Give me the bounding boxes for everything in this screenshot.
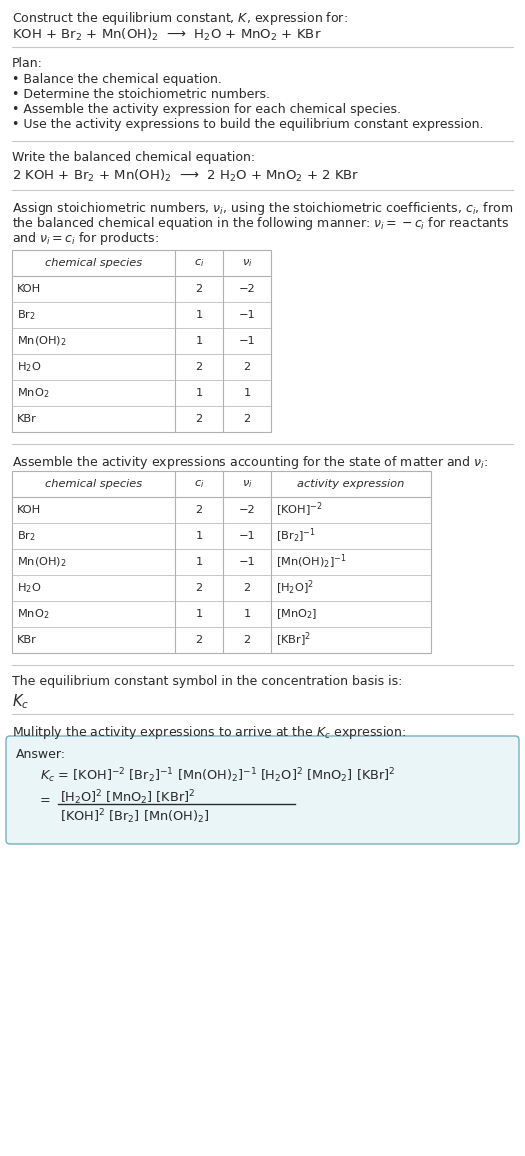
Text: H$_2$O: H$_2$O <box>17 361 41 373</box>
Text: −2: −2 <box>239 284 255 294</box>
Text: =: = <box>40 794 51 807</box>
Text: KBr: KBr <box>17 414 37 424</box>
FancyBboxPatch shape <box>6 736 519 844</box>
Text: [Mn(OH)$_2$]$^{-1}$: [Mn(OH)$_2$]$^{-1}$ <box>276 553 347 571</box>
Text: [H$_2$O]$^2$: [H$_2$O]$^2$ <box>276 579 314 598</box>
Text: 2: 2 <box>195 635 203 645</box>
Text: 1: 1 <box>195 531 203 541</box>
Text: 1: 1 <box>195 609 203 618</box>
Text: 2: 2 <box>195 505 203 516</box>
Text: −1: −1 <box>239 557 255 566</box>
Text: the balanced chemical equation in the following manner: $\nu_i = -c_i$ for react: the balanced chemical equation in the fo… <box>12 215 509 232</box>
Text: 2: 2 <box>244 414 250 424</box>
Text: and $\nu_i = c_i$ for products:: and $\nu_i = c_i$ for products: <box>12 230 159 247</box>
Text: 1: 1 <box>244 609 250 618</box>
Text: Assemble the activity expressions accounting for the state of matter and $\nu_i$: Assemble the activity expressions accoun… <box>12 454 488 470</box>
Text: The equilibrium constant symbol in the concentration basis is:: The equilibrium constant symbol in the c… <box>12 675 402 688</box>
Text: [MnO$_2$]: [MnO$_2$] <box>276 607 317 621</box>
Bar <box>12 250 271 432</box>
Text: −1: −1 <box>239 310 255 320</box>
Text: Answer:: Answer: <box>16 748 66 761</box>
Text: • Use the activity expressions to build the equilibrium constant expression.: • Use the activity expressions to build … <box>12 118 484 131</box>
Text: H$_2$O: H$_2$O <box>17 581 41 595</box>
Text: chemical species: chemical species <box>45 479 142 489</box>
Text: $c_i$: $c_i$ <box>194 479 204 490</box>
Text: 1: 1 <box>195 388 203 398</box>
Text: $c_i$: $c_i$ <box>194 257 204 269</box>
Text: [KOH]$^{-2}$: [KOH]$^{-2}$ <box>276 501 323 519</box>
Text: 1: 1 <box>195 336 203 346</box>
Text: $K_c$: $K_c$ <box>12 692 29 711</box>
Text: 2: 2 <box>195 362 203 372</box>
Text: Mn(OH)$_2$: Mn(OH)$_2$ <box>17 334 67 348</box>
Text: 2 KOH + Br$_2$ + Mn(OH)$_2$  ⟶  2 H$_2$O + MnO$_2$ + 2 KBr: 2 KOH + Br$_2$ + Mn(OH)$_2$ ⟶ 2 H$_2$O +… <box>12 168 360 184</box>
Text: Assign stoichiometric numbers, $\nu_i$, using the stoichiometric coefficients, $: Assign stoichiometric numbers, $\nu_i$, … <box>12 200 513 217</box>
Text: Br$_2$: Br$_2$ <box>17 529 36 543</box>
Text: MnO$_2$: MnO$_2$ <box>17 607 49 621</box>
Text: activity expression: activity expression <box>297 479 405 489</box>
Text: [KBr]$^2$: [KBr]$^2$ <box>276 631 311 650</box>
Text: 2: 2 <box>195 583 203 593</box>
Text: 2: 2 <box>195 284 203 294</box>
Text: MnO$_2$: MnO$_2$ <box>17 386 49 400</box>
Text: KOH + Br$_2$ + Mn(OH)$_2$  ⟶  H$_2$O + MnO$_2$ + KBr: KOH + Br$_2$ + Mn(OH)$_2$ ⟶ H$_2$O + MnO… <box>12 27 322 43</box>
Text: 2: 2 <box>244 635 250 645</box>
Text: chemical species: chemical species <box>45 258 142 268</box>
Text: [H$_2$O]$^2$ [MnO$_2$] [KBr]$^2$: [H$_2$O]$^2$ [MnO$_2$] [KBr]$^2$ <box>60 788 195 807</box>
Text: 2: 2 <box>244 583 250 593</box>
Text: KOH: KOH <box>17 505 41 516</box>
Text: 1: 1 <box>195 557 203 566</box>
Text: −1: −1 <box>239 336 255 346</box>
Bar <box>12 470 431 653</box>
Text: 2: 2 <box>195 414 203 424</box>
Text: $K_c$ = [KOH]$^{-2}$ [Br$_2$]$^{-1}$ [Mn(OH)$_2$]$^{-1}$ [H$_2$O]$^2$ [MnO$_2$] : $K_c$ = [KOH]$^{-2}$ [Br$_2$]$^{-1}$ [Mn… <box>40 766 395 785</box>
Text: • Assemble the activity expression for each chemical species.: • Assemble the activity expression for e… <box>12 103 401 116</box>
Text: 1: 1 <box>195 310 203 320</box>
Text: $\nu_i$: $\nu_i$ <box>242 257 253 269</box>
Text: 2: 2 <box>244 362 250 372</box>
Text: Mn(OH)$_2$: Mn(OH)$_2$ <box>17 555 67 569</box>
Text: Construct the equilibrium constant, $K$, expression for:: Construct the equilibrium constant, $K$,… <box>12 10 348 27</box>
Text: • Balance the chemical equation.: • Balance the chemical equation. <box>12 73 222 86</box>
Text: Br$_2$: Br$_2$ <box>17 309 36 321</box>
Text: Plan:: Plan: <box>12 57 43 71</box>
Text: 1: 1 <box>244 388 250 398</box>
Text: −2: −2 <box>239 505 255 516</box>
Text: [KOH]$^2$ [Br$_2$] [Mn(OH)$_2$]: [KOH]$^2$ [Br$_2$] [Mn(OH)$_2$] <box>60 807 209 825</box>
Text: −1: −1 <box>239 531 255 541</box>
Text: $\nu_i$: $\nu_i$ <box>242 479 253 490</box>
Text: KOH: KOH <box>17 284 41 294</box>
Text: • Determine the stoichiometric numbers.: • Determine the stoichiometric numbers. <box>12 88 270 101</box>
Text: [Br$_2$]$^{-1}$: [Br$_2$]$^{-1}$ <box>276 527 316 546</box>
Text: Write the balanced chemical equation:: Write the balanced chemical equation: <box>12 151 255 164</box>
Text: Mulitply the activity expressions to arrive at the $K_c$ expression:: Mulitply the activity expressions to arr… <box>12 724 406 741</box>
Text: KBr: KBr <box>17 635 37 645</box>
